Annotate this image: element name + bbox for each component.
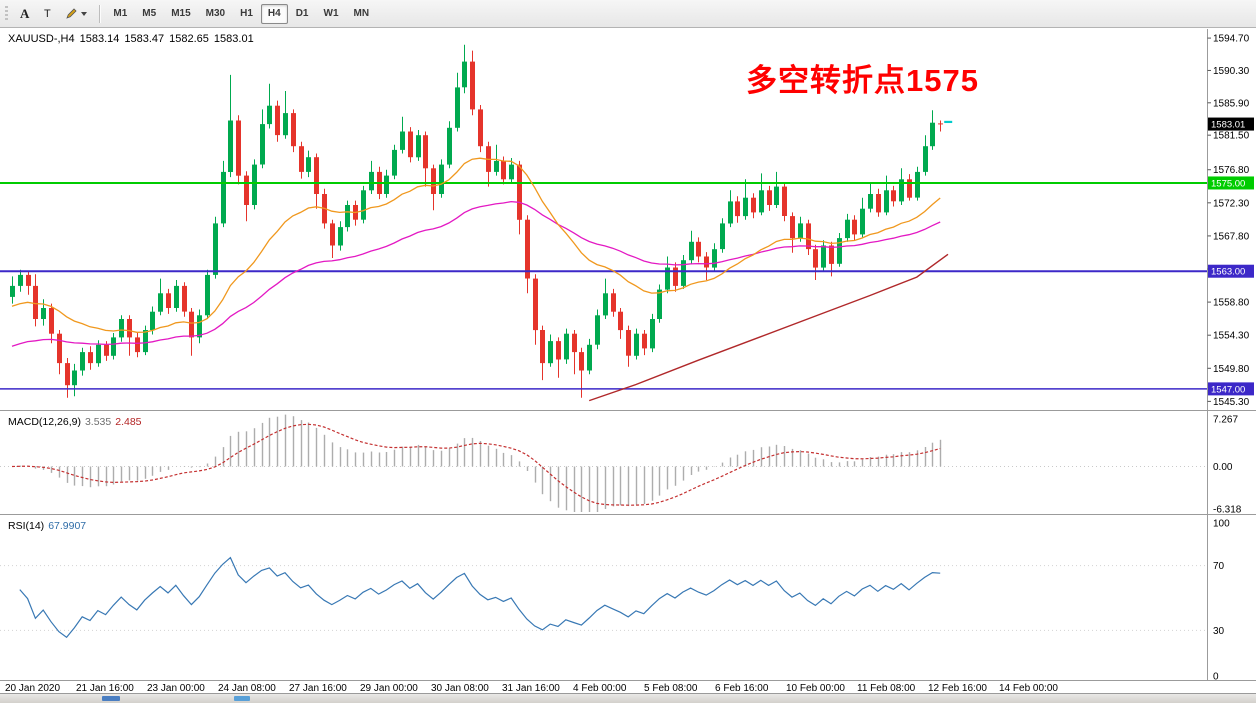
svg-text:1545.30: 1545.30 <box>1213 397 1250 408</box>
svg-text:21 Jan 16:00: 21 Jan 16:00 <box>76 683 134 694</box>
macd-label: MACD(12,26,9) 3.535 2.485 <box>8 416 142 428</box>
y-axis[interactable]: 1594.70 1590.30 1585.90 1581.50 1576.80 1572.… <box>1207 34 1250 683</box>
svg-text:6 Feb 16:00: 6 Feb 16:00 <box>715 683 769 694</box>
svg-text:30: 30 <box>1213 626 1225 637</box>
status-bar <box>0 693 1256 703</box>
timeframe-D1-button[interactable]: D1 <box>289 4 316 24</box>
svg-text:7.267: 7.267 <box>1213 415 1238 426</box>
svg-text:23 Jan 00:00: 23 Jan 00:00 <box>147 683 205 694</box>
timeframe-M1-button[interactable]: M1 <box>106 4 134 24</box>
chevron-down-icon <box>81 11 88 16</box>
open-value: 1583.14 <box>79 33 120 45</box>
x-axis[interactable]: 20 Jan 2020 21 Jan 16:00 23 Jan 00:00 24 Ja… <box>5 683 1058 694</box>
svg-text:1576.80: 1576.80 <box>1213 165 1250 176</box>
toolbar: A T M1 M5 M15 M30 H1 H4 D1 W1 MN <box>0 0 1256 28</box>
svg-text:1575.00: 1575.00 <box>1211 178 1245 189</box>
macd-main-value: 3.535 <box>84 416 112 428</box>
svg-text:1594.70: 1594.70 <box>1213 34 1250 45</box>
rsi-label: RSI(14) 67.9907 <box>8 520 86 532</box>
svg-text:4 Feb 00:00: 4 Feb 00:00 <box>573 683 627 694</box>
svg-text:1590.30: 1590.30 <box>1213 66 1250 77</box>
svg-text:1567.80: 1567.80 <box>1213 231 1250 242</box>
svg-text:1554.30: 1554.30 <box>1213 331 1250 342</box>
price-badges: 1575.00 1563.00 1547.00 1583.01 <box>1208 117 1254 396</box>
text-label-button[interactable]: A <box>14 4 35 24</box>
rsi-pane <box>0 556 1207 639</box>
cursor-tool-button[interactable]: T <box>37 4 57 24</box>
toolbar-grip[interactable] <box>5 5 8 22</box>
svg-text:27 Jan 16:00: 27 Jan 16:00 <box>289 683 347 694</box>
timeframe-H4-button[interactable]: H4 <box>260 3 288 24</box>
pane-dividers <box>0 29 1256 681</box>
svg-text:1558.80: 1558.80 <box>1213 298 1250 309</box>
symbol-timeframe: XAUUSD-,H4 <box>8 33 75 45</box>
svg-text:14 Feb 00:00: 14 Feb 00:00 <box>999 683 1058 694</box>
svg-text:1549.80: 1549.80 <box>1213 364 1250 375</box>
timeframe-M5-button[interactable]: M5 <box>135 4 163 24</box>
svg-text:1585.90: 1585.90 <box>1213 98 1250 109</box>
svg-text:1563.00: 1563.00 <box>1211 267 1245 278</box>
high-value: 1583.47 <box>124 33 165 45</box>
macd-signal-value: 2.485 <box>115 416 142 428</box>
low-value: 1582.65 <box>169 33 209 45</box>
svg-text:10 Feb 00:00: 10 Feb 00:00 <box>786 683 845 694</box>
timeframe-W1-button[interactable]: W1 <box>317 4 346 24</box>
status-accent-1 <box>102 696 120 701</box>
svg-text:70: 70 <box>1213 561 1225 572</box>
timeframe-M30-button[interactable]: M30 <box>199 4 232 24</box>
svg-text:-6.318: -6.318 <box>1213 505 1242 516</box>
timeframe-buttons: M1 M5 M15 M30 H1 H4 D1 W1 MN <box>106 3 377 24</box>
svg-text:30 Jan 08:00: 30 Jan 08:00 <box>431 683 489 694</box>
long-ma-darkred <box>588 253 949 402</box>
close-value: 1583.01 <box>213 33 254 45</box>
symbol-ohlc-line: XAUUSD-,H4 1583.14 1583.47 1582.65 1583.01 <box>8 33 259 45</box>
horizontal-lines-layer[interactable] <box>0 181 1207 390</box>
svg-text:0: 0 <box>1213 672 1219 683</box>
svg-text:31 Jan 16:00: 31 Jan 16:00 <box>502 683 560 694</box>
drawing-tools-button[interactable] <box>59 4 93 24</box>
svg-text:11 Feb 08:00: 11 Feb 08:00 <box>857 683 916 694</box>
svg-text:20 Jan 2020: 20 Jan 2020 <box>5 683 60 694</box>
rsi-title: RSI(14) <box>8 520 45 532</box>
svg-text:100: 100 <box>1213 519 1230 530</box>
chart-annotation[interactable]: 多空转折点1575 <box>746 63 979 98</box>
toolbar-separator <box>99 4 101 23</box>
svg-text:1547.00: 1547.00 <box>1211 384 1245 395</box>
moving-averages-layer <box>11 157 949 402</box>
timeframe-MN-button[interactable]: MN <box>347 4 377 24</box>
pencil-icon <box>65 7 78 20</box>
svg-text:0.00: 0.00 <box>1213 462 1233 473</box>
svg-text:1572.30: 1572.30 <box>1213 198 1250 209</box>
svg-text:29 Jan 00:00: 29 Jan 00:00 <box>360 683 418 694</box>
svg-text:1581.50: 1581.50 <box>1213 131 1250 142</box>
svg-text:5 Feb 08:00: 5 Feb 08:00 <box>644 683 698 694</box>
timeframe-H1-button[interactable]: H1 <box>233 4 260 24</box>
macd-pane <box>0 414 1207 512</box>
timeframe-M15-button[interactable]: M15 <box>164 4 197 24</box>
macd-title: MACD(12,26,9) <box>8 416 81 428</box>
svg-text:24 Jan 08:00: 24 Jan 08:00 <box>218 683 276 694</box>
rsi-value: 67.9907 <box>48 520 87 532</box>
svg-text:1583.01: 1583.01 <box>1211 120 1245 131</box>
status-accent-2 <box>234 696 250 701</box>
svg-text:12 Feb 16:00: 12 Feb 16:00 <box>928 683 987 694</box>
